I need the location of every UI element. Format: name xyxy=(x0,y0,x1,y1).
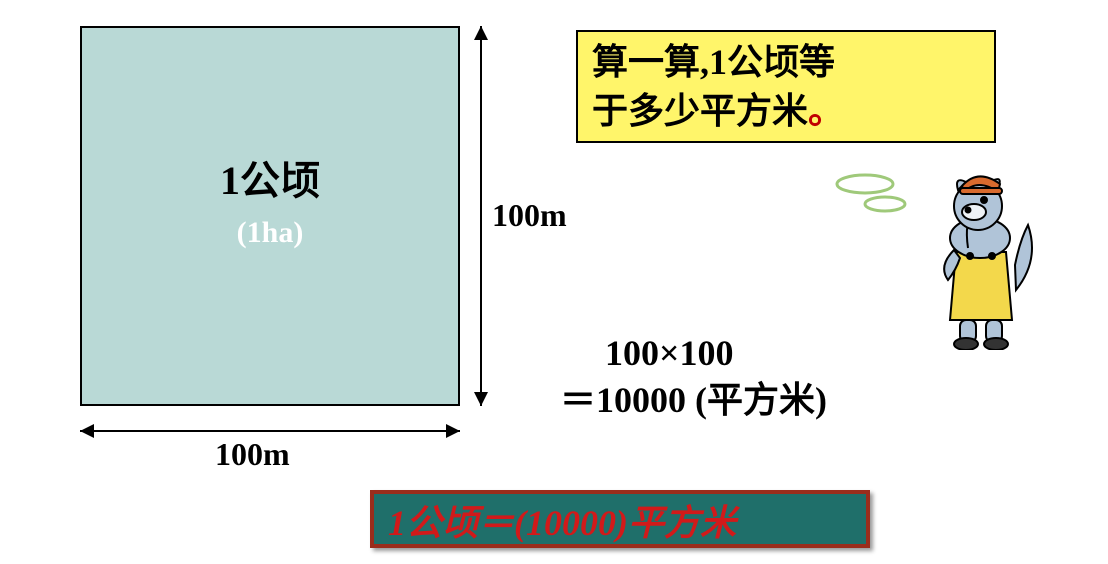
dim-right-arrow-top xyxy=(474,26,488,40)
dim-right-arrow-bottom xyxy=(474,392,488,406)
dim-right-line xyxy=(480,26,482,406)
question-period: 。 xyxy=(808,91,844,131)
question-line1: 算一算,1公顷等 xyxy=(592,38,980,87)
question-line2: 于多少平方米。 xyxy=(592,87,980,136)
dim-right-label: 100m xyxy=(492,197,567,234)
ripple-icon xyxy=(830,166,920,226)
diagram-canvas: 1公顷 (1ha) 100m 100m 算一算,1公顷等 于多少平方米。 100… xyxy=(0,0,1108,564)
cartoon-character-icon xyxy=(920,170,1040,350)
result-text: 1公顷＝(10000)平方米 xyxy=(374,494,750,552)
dim-bottom-label: 100m xyxy=(215,436,290,473)
calc-line1: 100×100 xyxy=(560,330,827,377)
question-box: 算一算,1公顷等 于多少平方米。 xyxy=(576,30,996,143)
square-label: 1公顷 xyxy=(80,148,460,206)
dim-bottom-arrow-right xyxy=(446,424,460,438)
calc-line2: ＝10000 (平方米) xyxy=(560,377,827,424)
question-line2-text: 于多少平方米 xyxy=(592,91,808,131)
dim-bottom-line xyxy=(80,430,460,432)
square-sublabel: (1ha) xyxy=(80,216,460,250)
result-box: 1公顷＝(10000)平方米 xyxy=(370,490,870,548)
calc-block: 100×100 ＝10000 (平方米) xyxy=(560,330,827,424)
dim-bottom-arrow-left xyxy=(80,424,94,438)
